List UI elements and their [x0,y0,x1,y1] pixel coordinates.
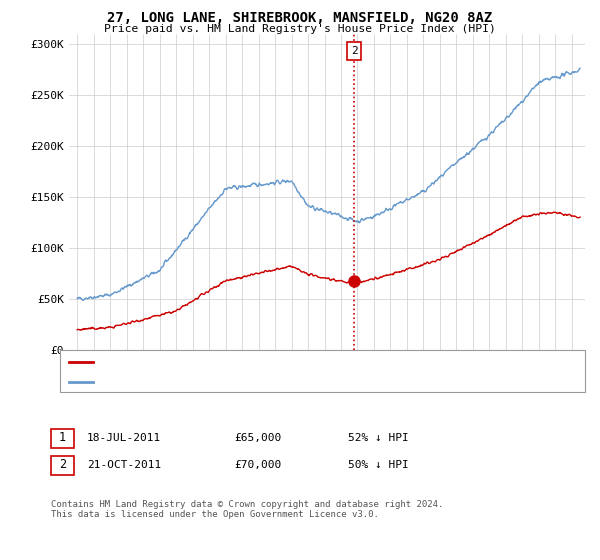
Text: £70,000: £70,000 [234,460,281,470]
Text: 27, LONG LANE, SHIREBROOK, MANSFIELD, NG20 8AZ (detached house): 27, LONG LANE, SHIREBROOK, MANSFIELD, NG… [99,357,469,367]
Text: Price paid vs. HM Land Registry's House Price Index (HPI): Price paid vs. HM Land Registry's House … [104,24,496,34]
Text: HPI: Average price, detached house, Bolsover: HPI: Average price, detached house, Bols… [99,377,358,387]
Text: 18-JUL-2011: 18-JUL-2011 [87,433,161,443]
Text: 27, LONG LANE, SHIREBROOK, MANSFIELD, NG20 8AZ: 27, LONG LANE, SHIREBROOK, MANSFIELD, NG… [107,11,493,25]
Text: 52% ↓ HPI: 52% ↓ HPI [348,433,409,443]
Text: 2: 2 [351,46,358,56]
Text: 1: 1 [59,431,66,445]
Text: 21-OCT-2011: 21-OCT-2011 [87,460,161,470]
Text: 2: 2 [59,458,66,472]
Text: 50% ↓ HPI: 50% ↓ HPI [348,460,409,470]
Text: Contains HM Land Registry data © Crown copyright and database right 2024.
This d: Contains HM Land Registry data © Crown c… [51,500,443,519]
Text: £65,000: £65,000 [234,433,281,443]
